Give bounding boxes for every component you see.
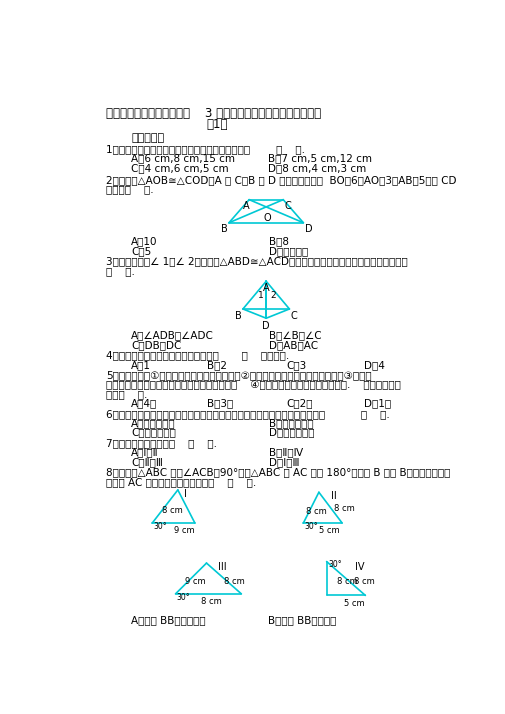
Text: B: B <box>221 224 228 234</box>
Text: 5 cm: 5 cm <box>344 598 364 608</box>
Text: B: B <box>235 311 242 321</box>
Text: （1）: （1） <box>207 118 228 131</box>
Text: 8．如图，△ABC 中，∠ACB＝90°，把△ABC 沿 AC 翻折 180°，使点 B 落在 B＇的位置，则关: 8．如图，△ABC 中，∠ACB＝90°，把△ABC 沿 AC 翻折 180°，… <box>106 468 450 478</box>
Text: A．1: A．1 <box>131 360 152 370</box>
Text: 个三角形全等，它们的形状和大小一定都相同；    ④边数相同的图形一定能互相重合.    其中错误的说: 个三角形全等，它们的形状和大小一定都相同； ④边数相同的图形一定能互相重合. 其… <box>106 380 400 390</box>
Text: D: D <box>262 321 270 331</box>
Text: B．2: B．2 <box>207 360 227 370</box>
Text: 8 cm: 8 cm <box>201 597 222 606</box>
Text: C: C <box>291 311 298 321</box>
Text: 4．要使五边形木架不变形，须至少钉上       （    ）根木条.: 4．要使五边形木架不变形，须至少钉上 （ ）根木条. <box>106 351 289 361</box>
Text: D．AB＝AC: D．AB＝AC <box>269 340 318 350</box>
Text: C．DB＝DC: C．DB＝DC <box>131 340 182 350</box>
Text: A．6 cm,8 cm,15 cm: A．6 cm,8 cm,15 cm <box>131 154 235 164</box>
Text: 8 cm: 8 cm <box>334 504 355 513</box>
Text: 8 cm: 8 cm <box>306 507 326 516</box>
Text: A．锐角三角形: A．锐角三角形 <box>131 418 176 428</box>
Text: C．4 cm,6 cm,5 cm: C．4 cm,6 cm,5 cm <box>131 163 229 173</box>
Text: 2: 2 <box>271 291 276 299</box>
Text: A．∠ADB＝∠ADC: A．∠ADB＝∠ADC <box>131 331 214 341</box>
Text: A: A <box>263 283 270 293</box>
Text: C．2个: C．2个 <box>286 398 313 408</box>
Text: A: A <box>243 201 249 211</box>
Text: 8 cm: 8 cm <box>162 506 182 515</box>
Text: D．4: D．4 <box>364 360 385 370</box>
Text: （    ）.: （ ）. <box>106 266 135 276</box>
Text: 5 cm: 5 cm <box>319 526 339 535</box>
Text: B．7 cm,5 cm,12 cm: B．7 cm,5 cm,12 cm <box>269 154 373 164</box>
Text: C．钝角三角形: C．钝角三角形 <box>131 428 176 438</box>
Text: C．5: C．5 <box>131 246 152 256</box>
Text: A．10: A．10 <box>131 236 158 246</box>
Text: IV: IV <box>355 561 364 571</box>
Text: 1．以下列各组长度的线段为边，能构成三角形的是        （    ）.: 1．以下列各组长度的线段为边，能构成三角形的是 （ ）. <box>106 144 305 154</box>
Text: 于线段 AC 的性质中，正确的说法是    （    ）.: 于线段 AC 的性质中，正确的说法是 （ ）. <box>106 477 256 487</box>
Text: D．Ⅰ和Ⅲ: D．Ⅰ和Ⅲ <box>269 457 299 467</box>
Text: B．是边 BB＇上的高: B．是边 BB＇上的高 <box>269 615 337 625</box>
Text: 5．下列语句：①面积相等的两个三角形全等；②两个等边三角形一定是全等图形；③如果两: 5．下列语句：①面积相等的两个三角形全等；②两个等边三角形一定是全等图形；③如果… <box>106 371 371 381</box>
Text: D．等边三角形: D．等边三角形 <box>269 428 314 438</box>
Text: 法有（    ）.: 法有（ ）. <box>106 389 147 399</box>
Text: D: D <box>305 224 313 234</box>
Text: C: C <box>285 201 291 211</box>
Text: 的长为（    ）.: 的长为（ ）. <box>106 184 154 194</box>
Text: A．Ⅰ和Ⅱ: A．Ⅰ和Ⅱ <box>131 448 159 458</box>
Text: B．8: B．8 <box>269 236 288 246</box>
Text: 一、选择题: 一、选择题 <box>131 134 165 144</box>
Text: 8 cm: 8 cm <box>354 577 375 586</box>
Text: 7．图中全等的三角形是    （    ）.: 7．图中全等的三角形是 （ ）. <box>106 438 217 448</box>
Text: D．不能确定: D．不能确定 <box>269 246 308 256</box>
Text: 6．如果一个三角形的三条高所在直线的交点在三角形外部，那么这个三角形是           （    ）.: 6．如果一个三角形的三条高所在直线的交点在三角形外部，那么这个三角形是 （ ）. <box>106 409 389 419</box>
Text: B．∠B＝∠C: B．∠B＝∠C <box>269 331 321 341</box>
Text: O: O <box>263 213 271 223</box>
Text: 3．如图，已知∠ 1＝∠ 2，要说明△ABD≅△ACD，还需从下列条件中选一个，错误的选法是: 3．如图，已知∠ 1＝∠ 2，要说明△ABD≅△ACD，还需从下列条件中选一个，… <box>106 256 408 266</box>
Text: 30°: 30° <box>153 522 167 531</box>
Text: 2．如图，△AOB≅△COD，A 和 C，B 和 D 是对应顶点，若  BO＝6，AO＝3，AB＝5，则 CD: 2．如图，△AOB≅△COD，A 和 C，B 和 D 是对应顶点，若 BO＝6，… <box>106 175 456 185</box>
Text: C．3: C．3 <box>286 360 307 370</box>
Text: 30°: 30° <box>176 593 190 602</box>
Text: 8 cm: 8 cm <box>337 577 358 586</box>
Text: III: III <box>218 561 227 571</box>
Text: D．8 cm,4 cm,3 cm: D．8 cm,4 cm,3 cm <box>269 163 367 173</box>
Text: 30°: 30° <box>304 522 318 531</box>
Text: A．是边 BB＇上的中线: A．是边 BB＇上的中线 <box>131 615 206 625</box>
Text: 30°: 30° <box>328 560 342 569</box>
Text: C．Ⅱ和Ⅲ: C．Ⅱ和Ⅲ <box>131 457 163 467</box>
Text: I: I <box>184 489 187 499</box>
Text: 8 cm: 8 cm <box>224 577 244 586</box>
Text: II: II <box>330 491 336 501</box>
Text: A．4个: A．4个 <box>131 398 158 408</box>
Text: B．直角三角形: B．直角三角形 <box>269 418 313 428</box>
Text: B．3个: B．3个 <box>207 398 233 408</box>
Text: 9 cm: 9 cm <box>185 577 206 586</box>
Text: 1: 1 <box>259 291 264 299</box>
Text: 9 cm: 9 cm <box>174 526 194 535</box>
Text: B．Ⅱ和Ⅳ: B．Ⅱ和Ⅳ <box>269 448 302 458</box>
Text: D．1个: D．1个 <box>364 398 391 408</box>
Text: 北师大版七年级数学下册第    3 章《三角形》单元测试试卷及答案: 北师大版七年级数学下册第 3 章《三角形》单元测试试卷及答案 <box>106 107 321 120</box>
